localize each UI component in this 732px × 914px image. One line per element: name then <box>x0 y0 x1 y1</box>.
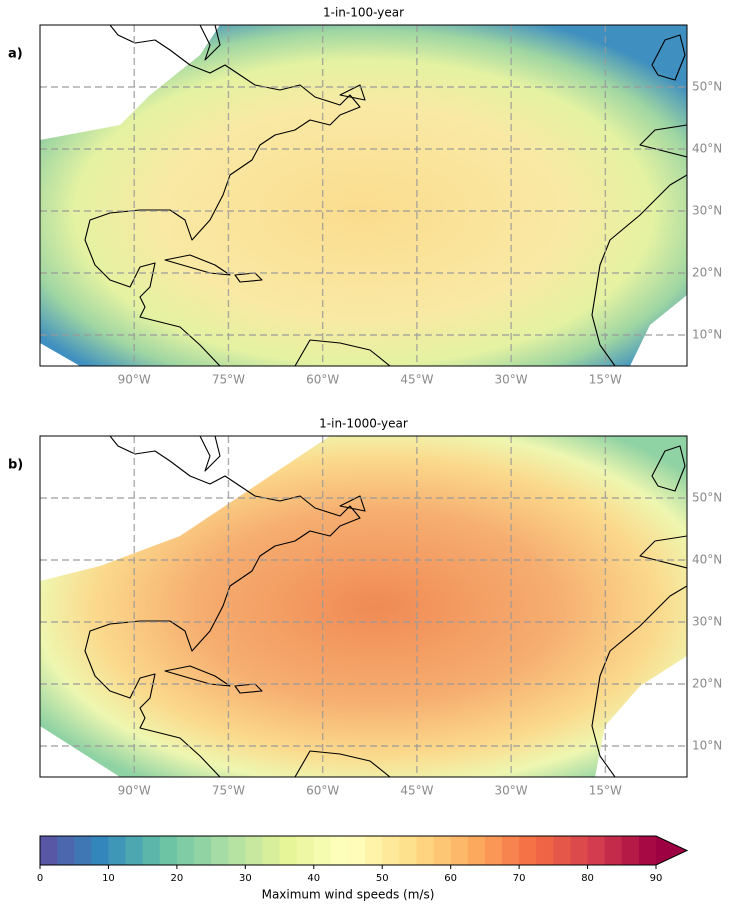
colorbar-step <box>399 836 417 865</box>
colorbar-tick-label: 70 <box>513 873 526 884</box>
colorbar-step <box>553 836 571 865</box>
colorbar-step <box>91 836 109 865</box>
x-tick-label: 75°W <box>212 784 245 798</box>
no-data <box>40 436 330 581</box>
colorbar-tick-label: 60 <box>444 873 457 884</box>
colorbar-tick-label: 80 <box>581 873 594 884</box>
panel-title: 1-in-100-year <box>323 6 404 20</box>
panel-label: b) <box>8 458 23 473</box>
x-tick-label: 90°W <box>118 373 151 387</box>
colorbar-step <box>450 836 469 865</box>
map-panel-a: 90°W 75°W 60°W 45°W 30°W 15°W 10°N 20°N 30°N 40°N… <box>8 6 722 387</box>
colorbar-step <box>125 836 144 865</box>
map-panel-b: 90°W 75°W 60°W 45°W 30°W 15°W 10°N 20°N 30°N 40°N… <box>8 417 722 798</box>
colorbar-step <box>228 836 246 865</box>
colorbar-step <box>433 836 452 865</box>
colorbar-step <box>108 836 127 865</box>
y-tick-label: 30°N <box>692 204 722 218</box>
colorbar-step <box>365 836 383 865</box>
colorbar-step <box>416 836 435 865</box>
y-tick-label: 10°N <box>692 328 722 342</box>
map-frame <box>39 24 688 367</box>
x-tick-label: 30°W <box>495 373 528 387</box>
colorbar-step <box>587 836 606 865</box>
colorbar-step <box>194 836 212 865</box>
x-tick-label: 15°W <box>589 373 622 387</box>
y-tick-label: 20°N <box>692 677 722 691</box>
colorbar-outline <box>39 835 689 866</box>
y-tick-label: 10°N <box>692 739 722 753</box>
no-data <box>630 295 687 366</box>
x-tick-label: 90°W <box>118 784 151 798</box>
no-data <box>595 656 687 777</box>
y-tick-label: 50°N <box>692 491 722 505</box>
colorbar-tick-label: 0 <box>37 873 43 884</box>
x-tick-label: 60°W <box>306 784 339 798</box>
colorbar-step <box>382 836 400 865</box>
colorbar-step <box>211 836 229 865</box>
x-tick-label: 75°W <box>212 373 245 387</box>
colorbar-step <box>330 836 349 865</box>
colorbar-step <box>570 836 589 865</box>
colorbar-step <box>467 836 486 865</box>
colorbar-step <box>638 836 657 865</box>
colorbar-step <box>74 836 92 865</box>
colorbar-step <box>484 836 503 865</box>
colorbar-step <box>348 836 366 865</box>
colorbar-label: Maximum wind speeds (m/s) <box>262 888 435 902</box>
y-tick-label: 30°N <box>692 615 722 629</box>
colorbar-extension <box>656 836 687 865</box>
colorbar-tick-label: 90 <box>650 873 663 884</box>
x-tick-label: 15°W <box>589 784 622 798</box>
x-tick-label: 30°W <box>495 784 528 798</box>
y-tick-label: 40°N <box>692 553 722 567</box>
colorbar-step <box>262 836 281 865</box>
panel-label: a) <box>8 47 23 62</box>
colorbar-step <box>604 836 623 865</box>
colorbar-step <box>40 836 58 865</box>
x-tick-label: 45°W <box>400 373 433 387</box>
x-tick-label: 60°W <box>306 373 339 387</box>
colorbar-tick-label: 10 <box>102 873 115 884</box>
colorbar: 0 10 20 30 40 50 60 70 80 90 Maximum wind speeds (… <box>37 835 689 902</box>
no-data <box>40 343 80 366</box>
y-tick-label: 40°N <box>692 142 722 156</box>
panel-title: 1-in-1000-year <box>319 417 408 431</box>
colorbar-tick-label: 50 <box>376 873 389 884</box>
y-tick-label: 20°N <box>692 266 722 280</box>
colorbar-step <box>536 836 554 865</box>
colorbar-step <box>621 836 640 865</box>
colorbar-step <box>279 836 298 865</box>
y-tick-label: 50°N <box>692 80 722 94</box>
colorbar-step <box>57 836 75 865</box>
colorbar-step <box>159 836 178 865</box>
no-data <box>40 726 120 777</box>
colorbar-tick-label: 20 <box>171 873 184 884</box>
colorbar-tick-label: 30 <box>239 873 252 884</box>
colorbar-step <box>176 836 195 865</box>
colorbar-step <box>296 836 315 865</box>
colorbar-tick-label: 40 <box>307 873 320 884</box>
colorbar-step <box>519 836 537 865</box>
colorbar-step <box>245 836 263 865</box>
colorbar-step <box>313 836 332 865</box>
map-frame <box>39 435 688 778</box>
colorbar-step <box>502 836 520 865</box>
colorbar-step <box>142 836 161 865</box>
x-tick-label: 45°W <box>400 784 433 798</box>
